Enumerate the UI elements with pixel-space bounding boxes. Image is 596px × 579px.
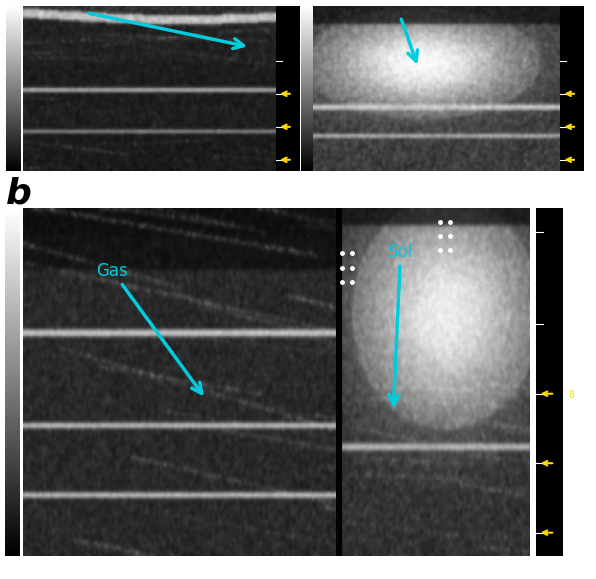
Text: Gas: Gas: [96, 262, 201, 393]
Text: b: b: [6, 177, 32, 211]
Text: Sol: Sol: [388, 243, 413, 405]
